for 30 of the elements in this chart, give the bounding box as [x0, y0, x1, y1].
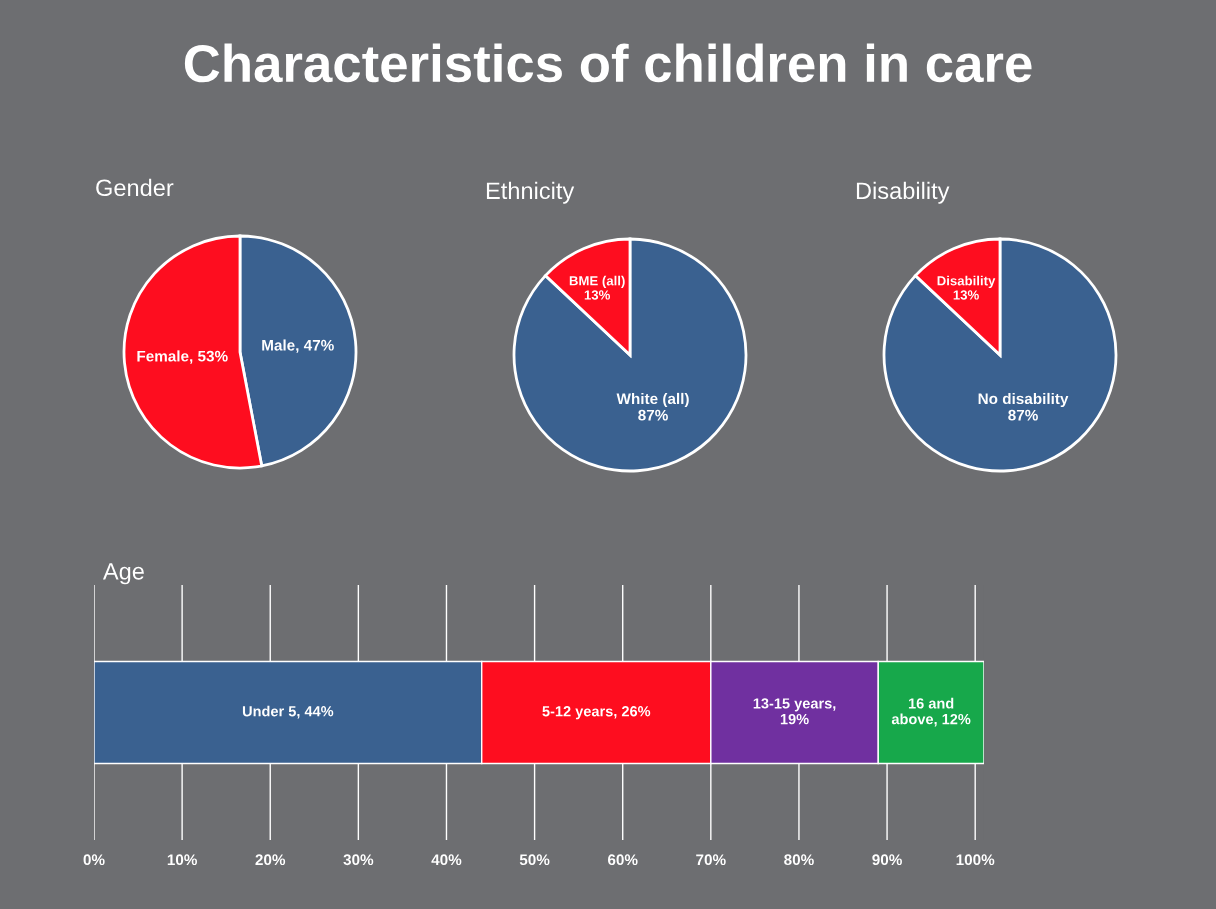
x-tick-label: 50% [519, 854, 550, 866]
slice-label: White (all) [616, 392, 689, 408]
chart-title: Gender [96, 178, 174, 197]
slice-label: Female, 53% [137, 350, 228, 364]
x-tick-label: 70% [696, 854, 726, 866]
x-tick-label: 20% [255, 854, 286, 866]
data-label: 87% [1008, 409, 1038, 421]
x-tick-label: 100% [956, 854, 995, 866]
data-label: Under 5, 44% [242, 705, 334, 719]
chart-title: Ethnicity [486, 181, 575, 204]
data-label: 13% [584, 290, 610, 300]
slice-label: Male, 47% [262, 339, 334, 353]
x-tick-label: 60% [607, 854, 638, 866]
x-tick-label: 90% [872, 854, 902, 866]
x-tick-label: 0% [83, 854, 105, 866]
slice-label: BME (all) [569, 275, 625, 289]
data-label: 13-15 years, 19% [753, 698, 836, 725]
chart-title: Age [102, 563, 144, 585]
data-label: 87% [638, 409, 668, 421]
data-label: 5-12 years, 26% [542, 706, 651, 720]
slice-label: Disability [937, 275, 996, 289]
x-tick-label: 80% [784, 854, 814, 866]
slice-label: No disability [978, 392, 1069, 408]
x-tick-label: 40% [431, 854, 462, 866]
data-label: 16 and above, 12% [891, 697, 971, 727]
slice-label: Disability [856, 181, 950, 204]
x-tick-label: 10% [167, 854, 198, 866]
text: Characteristics of children in care [184, 43, 1032, 83]
data-label: 13% [953, 290, 979, 300]
x-tick-label: 30% [343, 854, 374, 866]
